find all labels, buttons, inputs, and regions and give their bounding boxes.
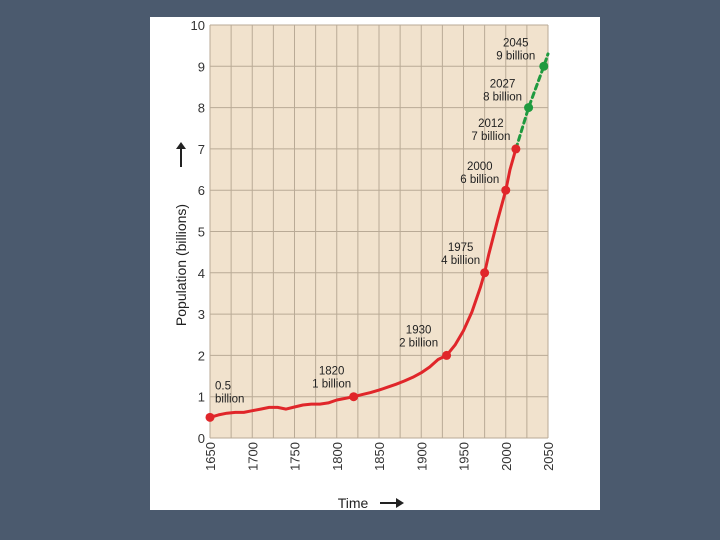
grid-lines [209,24,549,439]
data-annotation: 1930 2 billion [399,324,438,349]
y-tick-labels: 0 1 2 3 4 5 6 7 8 9 10 [191,18,205,446]
annotation-line: 2045 [503,37,529,49]
x-tick-label: 1800 [330,442,345,471]
data-markers [205,61,549,422]
chart-card: 0 1 2 3 4 5 6 7 8 9 10 1650 1700 1750 1800 1850 1900 195… [150,17,600,510]
data-annotation: 2000 6 billion [460,161,499,186]
data-annotation: 2027 8 billion [483,79,522,104]
x-tick-labels: 1650 1700 1750 1800 1850 1900 1950 2000 2050 [203,442,556,471]
y-tick-label: 4 [198,266,205,281]
data-point [524,103,534,113]
y-tick-label: 5 [198,225,205,240]
data-annotation: 1975 4 billion [441,242,480,267]
annotation-line: 7 billion [471,131,510,143]
data-point [480,268,490,278]
x-tick-label: 2000 [499,442,514,471]
data-point [205,412,215,422]
y-tick-label: 1 [198,390,205,405]
annotation-line: 4 billion [441,255,480,267]
annotation-line: 1930 [406,324,432,336]
y-axis-label: Population (billions) [173,204,189,326]
population-growth-chart: 0 1 2 3 4 5 6 7 8 9 10 1650 1700 1750 1800 1850 1900 195… [173,18,556,510]
data-annotation: 1820 1 billion [312,366,351,391]
annotation-line: 2000 [467,161,493,173]
series-lines [208,52,550,419]
y-tick-label: 10 [191,18,205,33]
data-annotation: 0.5 billion [215,380,244,405]
projected-series-line [514,52,550,151]
data-point [501,185,511,195]
x-tick-label: 1650 [203,442,218,471]
annotation-line: 8 billion [483,92,522,104]
y-tick-label: 3 [198,307,205,322]
y-axis-arrow-icon [176,142,186,167]
data-point [442,350,452,360]
x-tick-label: 1950 [457,442,472,471]
x-tick-label: 2050 [541,442,556,471]
y-tick-label: 6 [198,183,205,198]
x-tick-label: 1700 [245,442,260,471]
x-axis-label: Time [338,495,369,510]
x-tick-label: 1850 [372,442,387,471]
annotation-line: 2027 [490,79,516,91]
data-annotations: 0.5 billion 1820 1 billion 1930 2 billion 1975… [215,37,535,405]
data-point [511,144,521,154]
annotation-line: 1820 [319,366,345,378]
x-axis-arrow-icon [380,498,404,508]
historical-series-line [208,147,518,419]
y-tick-label: 8 [198,101,205,116]
data-point [349,392,359,402]
y-tick-label: 9 [198,59,205,74]
annotation-line: 2 billion [399,337,438,349]
annotation-line: 2012 [478,118,504,130]
y-tick-label: 7 [198,142,205,157]
data-point [539,61,549,71]
annotation-line: 0.5 [215,380,231,392]
annotation-line: 6 billion [460,174,499,186]
data-annotation: 2012 7 billion [471,118,510,143]
y-tick-label: 0 [198,431,205,446]
annotation-line: 1975 [448,242,474,254]
data-annotation: 2045 9 billion [496,37,535,62]
x-tick-label: 1750 [288,442,303,471]
annotation-line: 9 billion [496,50,535,62]
x-tick-label: 1900 [414,442,429,471]
annotation-line: billion [215,393,244,405]
annotation-line: 1 billion [312,379,351,391]
y-tick-label: 2 [198,348,205,363]
